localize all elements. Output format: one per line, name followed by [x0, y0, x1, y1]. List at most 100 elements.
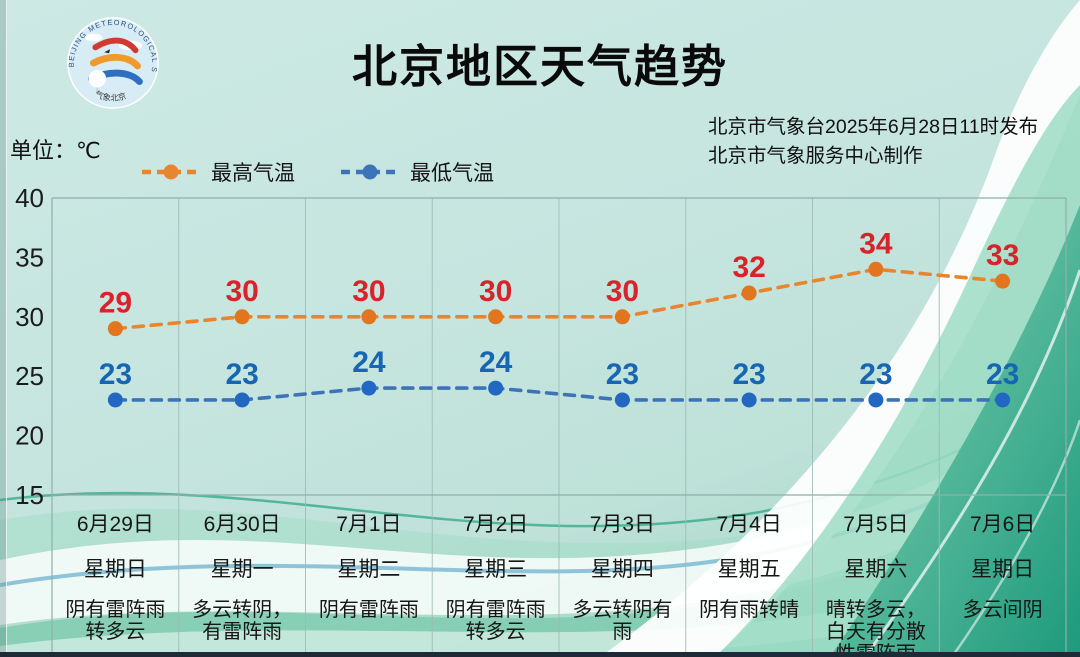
series-high-value-label: 30	[606, 275, 639, 308]
forecast-day-column: 6月30日星期一多云转阴，有雷阵雨	[179, 498, 306, 657]
high-temp-line-marker-icon	[142, 164, 200, 180]
forecast-date: 6月29日	[76, 513, 154, 536]
forecast-weather: 多云间阴	[962, 599, 1043, 621]
series-low-point	[488, 380, 504, 396]
series-low-point	[868, 392, 884, 408]
forecast-weekday: 星期三	[464, 558, 528, 581]
logo-balloon	[88, 69, 107, 88]
forecast-weather: 阴有雷阵雨	[318, 599, 419, 621]
low-temp-line-marker-icon	[341, 164, 399, 180]
release-produced-line: 北京市气象服务中心制作	[708, 145, 923, 167]
forecast-weekday: 星期日	[83, 558, 147, 581]
series-high-point	[361, 309, 377, 325]
forecast-weather: 阴有雨转晴	[699, 599, 800, 621]
swoosh-light-green	[715, 85, 1080, 657]
series-high-point	[995, 273, 1011, 289]
legend-label-high: 最高气温	[211, 162, 295, 185]
forecast-day-column: 6月29日星期日阴有雷阵雨转多云	[52, 498, 179, 657]
y-axis-tick-label: 15	[15, 480, 44, 510]
forecast-date: 6月30日	[203, 513, 281, 536]
forecast-weather: 阴有雷阵雨转多云	[65, 599, 166, 643]
release-issued-line: 北京市气象台2025年6月28日11时发布	[708, 116, 1039, 138]
logo-plane	[104, 49, 111, 54]
forecast-weekday: 星期四	[590, 558, 654, 581]
forecast-date: 7月3日	[589, 513, 656, 536]
forecast-weekday: 星期二	[337, 558, 401, 581]
y-axis-tick-label: 35	[15, 242, 44, 272]
temperature-legend: 最高气温 最低气温	[140, 157, 494, 187]
y-axis-tick-label: 30	[15, 302, 44, 332]
series-high-point	[107, 321, 123, 337]
corner-deep-green	[830, 205, 1080, 657]
series-high-line	[113, 267, 1005, 331]
y-axis-tick-label: 20	[15, 421, 44, 451]
series-low-value-label: 23	[859, 358, 892, 391]
y-axis-tick-label: 25	[15, 361, 44, 391]
forecast-weekday: 星期六	[844, 558, 908, 581]
forecast-weekday: 星期日	[971, 558, 1035, 581]
series-low-value-label: 23	[225, 358, 258, 391]
corner-white-arc	[863, 269, 1080, 657]
series-low-point	[995, 392, 1011, 408]
forecast-day-column: 7月2日星期三阴有雷阵雨转多云	[432, 498, 559, 657]
forecast-day-column: 7月6日星期日多云间阴	[939, 498, 1066, 657]
series-high-value-label: 29	[99, 287, 132, 320]
series-low-point	[614, 392, 630, 408]
forecast-table: 6月29日 星期日 阴有雷阵雨转多云 6月30日 星期一 多云转阴，有雷阵雨 7月1日 星期二…	[52, 498, 1066, 657]
release-info: 北京市气象台2025年6月28日11时发布 北京市气象服务中心制作	[708, 113, 1080, 171]
logo-bottom-text: 气象北京	[94, 89, 128, 103]
series-low-value-label: 23	[986, 358, 1019, 391]
series-high-value-label: 30	[479, 275, 512, 308]
forecast-weather: 晴转多云，白天有分散性雷阵雨	[825, 599, 926, 657]
forecast-weather: 多云转阴，有雷阵雨	[192, 599, 293, 643]
left-edge-strip	[0, 0, 7, 657]
series-low-point	[107, 392, 123, 408]
unit-label: 单位：℃	[10, 138, 101, 163]
forecast-weekday: 星期五	[717, 558, 781, 581]
series-high-point	[741, 285, 757, 301]
series-low-value-label: 24	[479, 346, 513, 379]
series-high-point	[234, 309, 250, 325]
series-high-value-label: 30	[225, 275, 258, 308]
forecast-weather: 阴有雷阵雨转多云	[445, 599, 546, 643]
forecast-day-column: 7月3日 星期四 多云转阴有雨	[559, 498, 686, 657]
logo-red-swoosh	[92, 37, 139, 54]
logo-cloud	[84, 33, 103, 42]
series-low-value-label: 24	[352, 346, 386, 379]
series-low-point	[361, 380, 377, 396]
page-title: 北京地区天气趋势	[351, 41, 728, 92]
y-axis-tick-label: 40	[15, 183, 44, 213]
forecast-weekday: 星期一	[210, 558, 274, 581]
logo-orange-swoosh	[89, 54, 141, 70]
series-high-value-label: 30	[352, 275, 385, 308]
forecast-date: 7月5日	[843, 513, 909, 536]
series-high-value-label: 34	[859, 227, 893, 260]
corner-white-arc-2	[950, 419, 1080, 657]
forecast-date: 7月1日	[336, 513, 402, 536]
series-low-point	[234, 392, 250, 408]
forecast-day-column: 7月4日星期五阴有雨转晴	[686, 498, 813, 657]
legend-label-low: 最低气温	[410, 162, 494, 185]
forecast-date: 7月2日	[462, 513, 529, 536]
series-low-value-label: 23	[99, 358, 132, 391]
forecast-date: 7月4日	[716, 513, 782, 536]
series-high-point	[614, 309, 630, 325]
series-high-point	[868, 261, 884, 277]
forecast-date: 7月6日	[969, 513, 1036, 536]
series-high-value-label: 33	[986, 239, 1019, 272]
series-high-value-label: 32	[732, 251, 765, 284]
legend-item-high: 最高气温	[140, 157, 295, 187]
legend-item-low: 最低气温	[339, 157, 494, 187]
series-low-point	[741, 392, 757, 408]
beijing-meteorological-service-logo: BEIJING METEOROLOGICAL SERVICE 气象北京	[67, 17, 159, 109]
series-low-value-label: 23	[606, 358, 639, 391]
bottom-dark-strip	[0, 652, 1080, 657]
series-low-line	[113, 386, 1005, 402]
forecast-day-column: 7月1日星期二阴有雷阵雨	[306, 498, 433, 657]
series-low-value-label: 23	[732, 358, 765, 391]
forecast-day-column: 7月5日星期六晴转多云，白天有分散性雷阵雨	[813, 498, 940, 657]
series-high-point	[488, 309, 504, 325]
